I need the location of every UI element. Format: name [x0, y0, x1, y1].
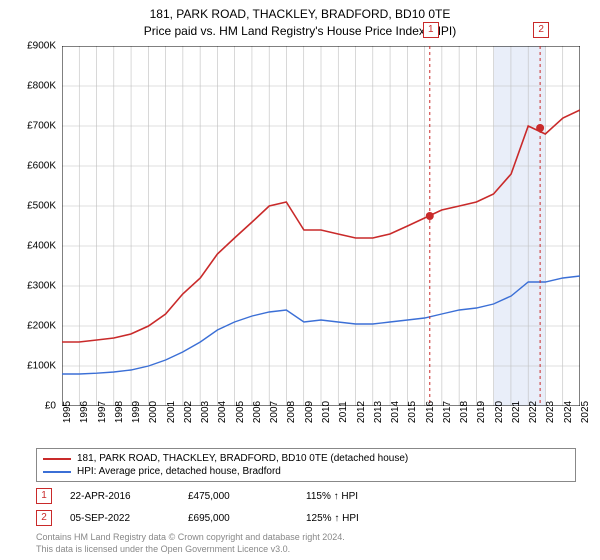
x-tick-label: 2003: [200, 401, 211, 423]
y-tick-label: £800K: [27, 81, 56, 92]
legend-label-property: 181, PARK ROAD, THACKLEY, BRADFORD, BD10…: [77, 453, 408, 464]
sale-marker-box: 1: [423, 22, 439, 38]
x-tick-label: 1998: [114, 401, 125, 423]
y-tick-label: £0: [45, 401, 56, 412]
sale-row-1: 1 22-APR-2016 £475,000 115% ↑ HPI: [36, 488, 576, 504]
chart-title: 181, PARK ROAD, THACKLEY, BRADFORD, BD10…: [0, 0, 600, 40]
y-tick-label: £300K: [27, 281, 56, 292]
x-tick-label: 2024: [563, 401, 574, 423]
x-tick-label: 2018: [459, 401, 470, 423]
legend-box: 181, PARK ROAD, THACKLEY, BRADFORD, BD10…: [36, 448, 576, 482]
sale-date-1: 22-APR-2016: [70, 491, 170, 502]
sale-marker-box: 2: [533, 22, 549, 38]
x-tick-label: 2002: [183, 401, 194, 423]
legend-panel: 181, PARK ROAD, THACKLEY, BRADFORD, BD10…: [36, 448, 576, 555]
x-tick-label: 2016: [425, 401, 436, 423]
sale-hpi-2: 125% ↑ HPI: [306, 513, 406, 524]
footnote-line2: This data is licensed under the Open Gov…: [36, 544, 576, 556]
y-tick-label: £900K: [27, 41, 56, 52]
chart-container: 181, PARK ROAD, THACKLEY, BRADFORD, BD10…: [0, 0, 600, 560]
y-tick-label: £100K: [27, 361, 56, 372]
y-tick-label: £600K: [27, 161, 56, 172]
x-tick-label: 2023: [545, 401, 556, 423]
x-tick-label: 1995: [62, 401, 73, 423]
x-tick-label: 2001: [166, 401, 177, 423]
x-tick-label: 2008: [286, 401, 297, 423]
title-line2: Price paid vs. HM Land Registry's House …: [0, 23, 600, 40]
y-tick-label: £400K: [27, 241, 56, 252]
title-line1: 181, PARK ROAD, THACKLEY, BRADFORD, BD10…: [0, 6, 600, 23]
x-tick-label: 2000: [148, 401, 159, 423]
sale-price-2: £695,000: [188, 513, 288, 524]
y-tick-label: £500K: [27, 201, 56, 212]
x-tick-label: 2010: [321, 401, 332, 423]
x-tick-label: 2004: [217, 401, 228, 423]
sale-date-2: 05-SEP-2022: [70, 513, 170, 524]
y-tick-label: £700K: [27, 121, 56, 132]
x-tick-label: 2015: [407, 401, 418, 423]
footnote-line1: Contains HM Land Registry data © Crown c…: [36, 532, 576, 544]
legend-row-hpi: HPI: Average price, detached house, Brad…: [43, 465, 569, 478]
x-tick-label: 2007: [269, 401, 280, 423]
sale-price-1: £475,000: [188, 491, 288, 502]
x-tick-label: 2005: [235, 401, 246, 423]
x-tick-label: 2014: [390, 401, 401, 423]
legend-row-property: 181, PARK ROAD, THACKLEY, BRADFORD, BD10…: [43, 452, 569, 465]
chart-area: £0£100K£200K£300K£400K£500K£600K£700K£80…: [62, 46, 580, 406]
x-tick-label: 1996: [79, 401, 90, 423]
x-tick-label: 2022: [528, 401, 539, 423]
x-tick-label: 1999: [131, 401, 142, 423]
sale-row-2: 2 05-SEP-2022 £695,000 125% ↑ HPI: [36, 510, 576, 526]
x-tick-label: 2019: [476, 401, 487, 423]
x-tick-label: 2013: [373, 401, 384, 423]
y-tick-label: £200K: [27, 321, 56, 332]
legend-label-hpi: HPI: Average price, detached house, Brad…: [77, 466, 281, 477]
x-tick-label: 2012: [356, 401, 367, 423]
sale-hpi-1: 115% ↑ HPI: [306, 491, 406, 502]
sale-marker-1: 1: [36, 488, 52, 504]
x-tick-label: 2017: [442, 401, 453, 423]
sale-marker-2: 2: [36, 510, 52, 526]
chart-svg: [62, 46, 580, 406]
x-tick-label: 2020: [494, 401, 505, 423]
x-tick-label: 2011: [338, 401, 349, 423]
footnote: Contains HM Land Registry data © Crown c…: [36, 532, 576, 555]
legend-swatch-hpi: [43, 471, 71, 473]
x-tick-label: 2025: [580, 401, 591, 423]
x-tick-label: 2009: [304, 401, 315, 423]
legend-swatch-property: [43, 458, 71, 460]
x-tick-label: 2021: [511, 401, 522, 423]
x-tick-label: 2006: [252, 401, 263, 423]
x-tick-label: 1997: [97, 401, 108, 423]
